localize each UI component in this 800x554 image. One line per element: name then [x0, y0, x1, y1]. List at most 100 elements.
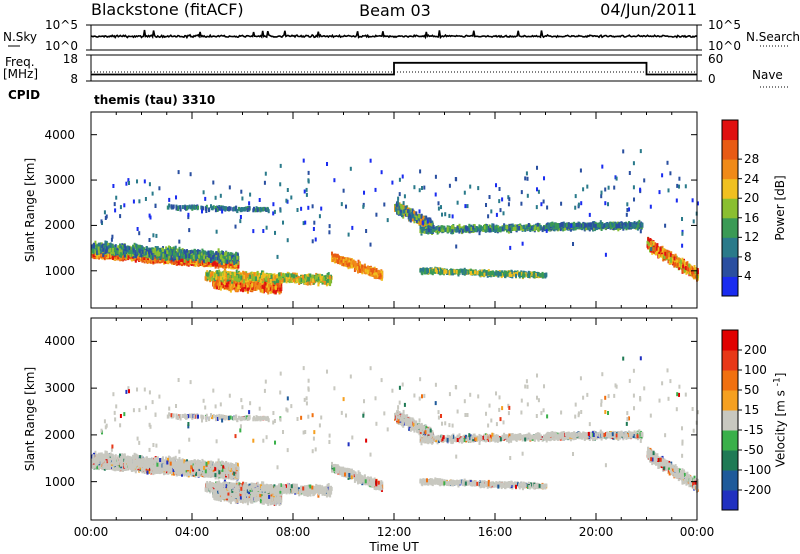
- power-cell: [91, 244, 94, 249]
- power-cell: [129, 253, 132, 257]
- power-cell: [225, 251, 228, 256]
- power-cell: [163, 254, 166, 259]
- power-cell: [119, 243, 122, 248]
- power-cell: [254, 282, 257, 287]
- power-cell: [261, 289, 264, 294]
- power-cell: [234, 288, 237, 293]
- power-cell: [169, 251, 172, 256]
- power-cell: [165, 255, 168, 260]
- power-cell: [91, 248, 94, 253]
- power-cell: [220, 250, 223, 255]
- power-cell: [180, 249, 183, 254]
- power-cell: [233, 261, 236, 265]
- power-cell: [194, 254, 197, 259]
- power-cell: [193, 248, 196, 253]
- power-cell: [192, 254, 195, 259]
- power-cell: [251, 283, 254, 288]
- power-cell: [226, 264, 229, 268]
- power-cell: [125, 254, 128, 259]
- power-cell: [181, 205, 184, 210]
- power-cell: [167, 259, 170, 264]
- power-cell: [215, 251, 218, 256]
- power-cell: [154, 258, 157, 263]
- power-cell: [242, 207, 245, 212]
- power-cell: [181, 254, 184, 259]
- power-cell: [150, 255, 153, 259]
- power-cell: [166, 250, 169, 255]
- power-cell: [220, 261, 223, 266]
- power-cell: [236, 261, 239, 266]
- power-cell: [173, 251, 176, 256]
- power-cell: [214, 283, 217, 288]
- power-cell: [120, 245, 123, 250]
- power-cell: [138, 252, 141, 257]
- power-cell: [214, 258, 217, 263]
- power-cell: [178, 246, 181, 251]
- power-cell: [140, 253, 143, 258]
- power-cell: [229, 264, 232, 269]
- power-cell: [262, 207, 265, 212]
- power-cell: [248, 205, 251, 210]
- power-cell: [152, 249, 155, 254]
- power-cell: [172, 257, 175, 262]
- power-cell: [191, 259, 194, 264]
- power-cell: [134, 258, 137, 263]
- power-cell: [109, 247, 112, 252]
- power-cell: [185, 260, 188, 265]
- power-cell: [199, 256, 202, 261]
- power-cell: [143, 256, 146, 260]
- power-cell: [99, 253, 102, 258]
- power-cell: [120, 252, 123, 257]
- power-cell: [279, 287, 282, 292]
- power-cell: [203, 259, 206, 264]
- power-cell: [133, 244, 136, 249]
- power-cell: [126, 246, 129, 251]
- power-cell: [201, 205, 204, 210]
- power-cell: [92, 253, 95, 258]
- power-cell: [170, 259, 173, 264]
- power-cell: [114, 244, 117, 249]
- power-cell: [153, 255, 156, 260]
- power-cell: [222, 250, 225, 255]
- power-cell: [148, 259, 151, 264]
- power-cell: [229, 252, 232, 257]
- power-cell: [190, 254, 193, 259]
- power-cell: [140, 245, 143, 250]
- freq-line: [91, 61, 697, 76]
- power-cell: [127, 254, 130, 259]
- power-cell: [239, 208, 242, 213]
- power-cell: [105, 240, 108, 245]
- power-cell: [260, 207, 263, 212]
- power-cell: [112, 248, 115, 252]
- power-cell: [198, 258, 201, 263]
- power-cell: [102, 253, 105, 257]
- power-cell: [233, 207, 236, 212]
- power-cell: [207, 256, 210, 261]
- power-cell: [132, 254, 135, 259]
- power-cell: [217, 252, 220, 257]
- power-cell: [104, 250, 107, 254]
- power-cell: [99, 242, 102, 247]
- power-cell: [144, 251, 147, 256]
- power-cell: [181, 262, 184, 267]
- power-cell: [167, 205, 170, 210]
- power-cell: [94, 249, 97, 254]
- power-cell: [182, 258, 185, 263]
- power-cell: [154, 251, 157, 256]
- power-cell: [161, 256, 164, 261]
- power-cell: [189, 205, 192, 210]
- power-cell: [237, 285, 240, 289]
- power-cell: [265, 288, 268, 293]
- power-cell: [183, 249, 186, 254]
- power-cell: [210, 204, 213, 209]
- power-cell: [261, 284, 264, 289]
- power-cell: [148, 256, 151, 261]
- power-cell: [183, 255, 186, 259]
- power-cell: [235, 251, 238, 256]
- power-cell: [208, 208, 211, 213]
- power-cell: [274, 290, 277, 295]
- power-cell: [231, 286, 234, 291]
- power-cell: [174, 245, 177, 250]
- power-cell: [211, 261, 214, 266]
- power-cell: [235, 262, 238, 267]
